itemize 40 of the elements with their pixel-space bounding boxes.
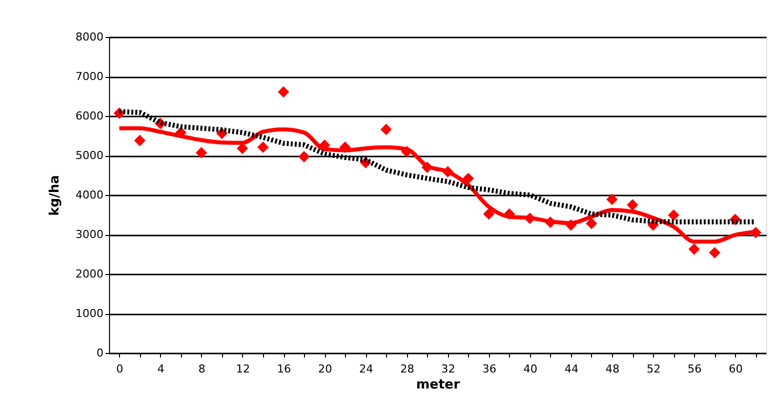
x-tick-label: 16 xyxy=(277,362,292,376)
x-tick-label: 32 xyxy=(441,362,456,376)
x-tick-label: 20 xyxy=(318,362,332,376)
x-tick-label: 36 xyxy=(482,362,496,376)
x-tick-label: 24 xyxy=(359,362,374,376)
x-axis-title: meter xyxy=(416,378,460,392)
point xyxy=(626,199,638,211)
y-tick-label: 6000 xyxy=(76,110,104,122)
point xyxy=(708,246,720,258)
x-tick-label: 56 xyxy=(688,362,702,376)
point xyxy=(586,218,598,230)
y-tick-label: 3000 xyxy=(76,228,104,241)
x-tick-label: 52 xyxy=(646,362,661,376)
point xyxy=(134,134,146,146)
y-tick-label: 8000 xyxy=(76,30,104,44)
y-tick-label: 4000 xyxy=(76,188,104,202)
x-tick-label: 48 xyxy=(606,362,620,376)
point xyxy=(196,147,208,158)
point xyxy=(380,124,392,136)
x-tick-label: 0 xyxy=(116,362,124,376)
x-tick-label: 12 xyxy=(236,362,250,376)
point xyxy=(278,86,290,98)
point xyxy=(668,209,680,221)
x-tick-label: 8 xyxy=(198,362,206,376)
x-tick-label: 40 xyxy=(523,362,538,376)
y-tick-label: 7000 xyxy=(76,70,104,83)
y-tick-label: 1000 xyxy=(76,307,104,320)
y-tick-label: 2000 xyxy=(76,268,104,280)
x-tick-label: 4 xyxy=(157,362,164,376)
y-tick-label: 0 xyxy=(96,346,104,360)
point xyxy=(257,142,269,153)
point xyxy=(483,208,495,220)
point xyxy=(606,194,618,206)
y-axis-title: kg/ha xyxy=(48,175,63,216)
x-tick-label: 28 xyxy=(400,362,414,376)
point xyxy=(298,150,310,162)
y-tick-label: 5000 xyxy=(76,149,104,162)
x-tick-label: 44 xyxy=(564,362,578,376)
x-tick-label: 60 xyxy=(728,362,743,376)
point xyxy=(688,243,700,255)
